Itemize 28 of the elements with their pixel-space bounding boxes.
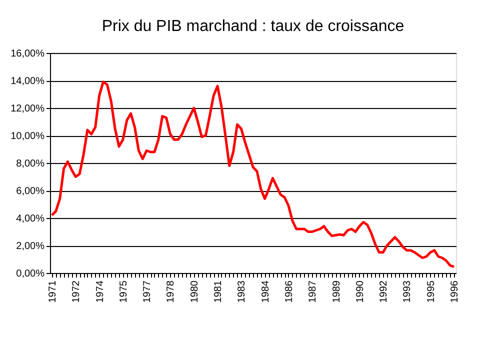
x-tick-label: 1974 bbox=[94, 280, 106, 303]
x-tick-label: 1983 bbox=[236, 280, 248, 303]
x-tick-label: 1975 bbox=[118, 280, 130, 303]
x-tick-label: 1995 bbox=[426, 280, 437, 303]
y-tick-label: 12,00% bbox=[10, 104, 45, 114]
chart-title: Prix du PIB marchand : taux de croissance bbox=[102, 18, 404, 35]
x-tick-label: 1977 bbox=[142, 280, 154, 303]
y-tick-label: 6,00% bbox=[16, 186, 45, 197]
y-tick-label: 4,00% bbox=[16, 214, 45, 224]
y-tick-label: 16,00% bbox=[10, 48, 45, 60]
x-tick-label: 1980 bbox=[189, 280, 200, 303]
x-tick-label: 1986 bbox=[284, 280, 295, 303]
x-tick-label: 1987 bbox=[308, 280, 319, 303]
y-tick-label: 2,00% bbox=[16, 241, 45, 252]
x-tick-label: 1971 bbox=[47, 280, 58, 303]
y-tick-label: 14,00% bbox=[10, 76, 45, 87]
x-tick-label: 1972 bbox=[71, 280, 82, 303]
x-tick-label: 1996 bbox=[450, 280, 461, 303]
x-tick-label: 1981 bbox=[213, 280, 224, 303]
x-tick-label: 1989 bbox=[331, 280, 342, 303]
y-tick-label: 10,00% bbox=[10, 131, 45, 142]
y-tick-label: 8,00% bbox=[16, 158, 45, 170]
y-tick-label: 0,00% bbox=[16, 268, 45, 280]
x-tick-label: 1992 bbox=[378, 280, 390, 303]
x-tick-label: 1984 bbox=[260, 280, 272, 303]
x-tick-label: 1990 bbox=[354, 280, 366, 303]
x-tick-label: 1993 bbox=[402, 280, 414, 303]
x-tick-label: 1978 bbox=[166, 280, 177, 303]
